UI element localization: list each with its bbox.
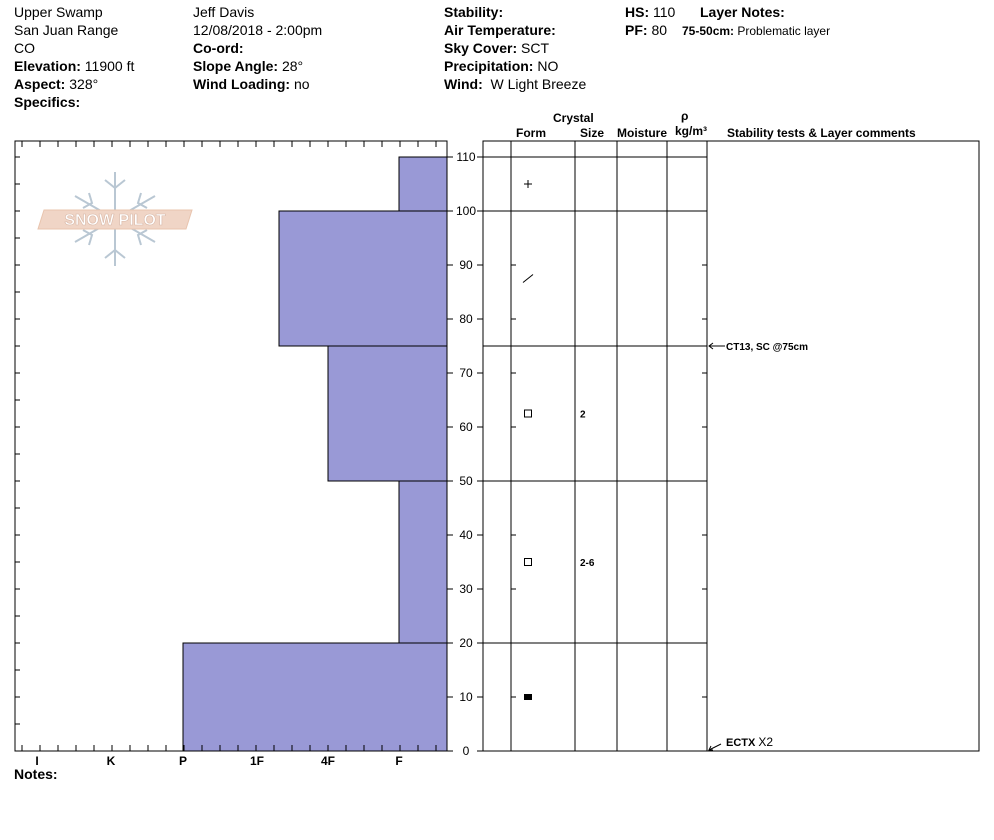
logo-text: SNOW PILOT	[64, 212, 166, 229]
wind-label: Wind:	[444, 76, 483, 92]
sky-label: Sky Cover:	[444, 40, 518, 56]
y-tick-label: 80	[459, 312, 473, 326]
wind-loading-value: no	[293, 76, 310, 92]
density-unit-header: kg/m³	[675, 124, 708, 138]
sky-value: SCT	[521, 40, 550, 56]
observer: Jeff Davis	[193, 4, 255, 20]
y-tick-label: 30	[459, 582, 473, 596]
crystal-form-mark	[524, 558, 532, 566]
layer-note: 75-50cm: Problematic layer	[682, 23, 830, 39]
x-tick-label: I	[35, 754, 38, 768]
air-temp-label: Air Temperature:	[444, 22, 556, 38]
pf-value: 80	[651, 22, 668, 38]
wind-value: W Light Breeze	[490, 76, 587, 92]
crystal-form-mark	[524, 409, 532, 418]
hardness-plot-frame	[14, 140, 448, 752]
stability-label: Stability:	[444, 4, 504, 20]
crystal-size-label: 2	[580, 410, 586, 421]
hs: HS: 110	[625, 4, 675, 20]
x-tick-label: P	[179, 754, 187, 768]
y-tick-label: 0	[463, 744, 470, 758]
x-tick-label: F	[395, 754, 402, 768]
aspect-label: Aspect:	[14, 76, 66, 92]
y-tick-label: 20	[459, 636, 473, 650]
form-header: Form	[516, 126, 546, 140]
elevation: Elevation: 11900 ft	[14, 58, 134, 74]
aspect-value: 328°	[69, 76, 99, 92]
snowpilot-logo: SNOW PILOT	[37, 172, 193, 266]
y-tick-label: 60	[459, 420, 473, 434]
state: CO	[14, 40, 35, 56]
precipitation: Precipitation: NO	[444, 58, 558, 74]
test-label: ECTX X2	[726, 735, 773, 749]
mountain-range: San Juan Range	[14, 22, 119, 38]
hs-value: 110	[653, 4, 676, 20]
crystal-form-mark	[522, 274, 534, 283]
crystal-header: Crystal	[553, 111, 594, 125]
y-tick-label: 110	[456, 150, 475, 164]
y-tick-label: 40	[459, 528, 473, 542]
comments-header: Stability tests & Layer comments	[727, 126, 916, 140]
crystal-form-mark	[524, 694, 532, 700]
y-tick-label: 50	[459, 474, 473, 488]
test-label: CT13, SC @75cm	[726, 342, 808, 353]
y-tick-label: 10	[459, 690, 473, 704]
date-time: 12/08/2018 - 2:00pm	[193, 22, 323, 38]
hardness-bar	[398, 156, 448, 212]
x-tick-label: 4F	[321, 754, 335, 768]
layer-notes-label: Layer Notes:	[700, 4, 785, 20]
sky-cover: Sky Cover: SCT	[444, 40, 549, 56]
pf-label: PF:	[625, 22, 648, 38]
coord-label: Co-ord:	[193, 40, 244, 56]
moisture-header: Moisture	[617, 126, 668, 140]
size-header: Size	[580, 126, 605, 140]
location: Upper Swamp	[14, 4, 103, 20]
hardness-bar	[182, 642, 448, 752]
test-arrow-head	[708, 342, 714, 350]
hardness-bar	[327, 345, 448, 482]
specifics-label: Specifics:	[14, 94, 81, 110]
hardness-bar	[278, 210, 448, 347]
x-tick-label: K	[107, 754, 116, 768]
slope-angle: Slope Angle: 28°	[193, 58, 303, 74]
y-tick-label: 90	[459, 258, 473, 272]
hs-label: HS:	[625, 4, 650, 20]
aspect: Aspect: 328°	[14, 76, 98, 92]
precip-value: NO	[537, 58, 559, 74]
y-tick-label: 70	[459, 366, 473, 380]
wind-loading-label: Wind Loading:	[193, 76, 291, 92]
layer-note-text: Problematic layer	[737, 24, 831, 38]
wind-loading: Wind Loading: no	[193, 76, 310, 92]
y-tick-label: 100	[456, 204, 476, 218]
test-arrow	[708, 743, 722, 751]
test-arrow-head	[708, 745, 713, 751]
hardness-bar	[398, 480, 448, 644]
layer-note-depth: 75-50cm:	[682, 24, 735, 38]
notes-label: Notes:	[14, 766, 58, 782]
x-tick-label: 1F	[250, 754, 264, 768]
elevation-label: Elevation:	[14, 58, 81, 74]
pf: PF: 80	[625, 22, 667, 38]
layer-table-frame	[482, 140, 980, 752]
slope-label: Slope Angle:	[193, 58, 279, 74]
precip-label: Precipitation:	[444, 58, 534, 74]
wind: Wind: W Light Breeze	[444, 76, 586, 92]
elevation-value: 11900 ft	[84, 58, 135, 74]
rho-header: ρ	[681, 109, 689, 123]
slope-value: 28°	[281, 58, 304, 74]
crystal-size-label: 2-6	[580, 558, 595, 569]
